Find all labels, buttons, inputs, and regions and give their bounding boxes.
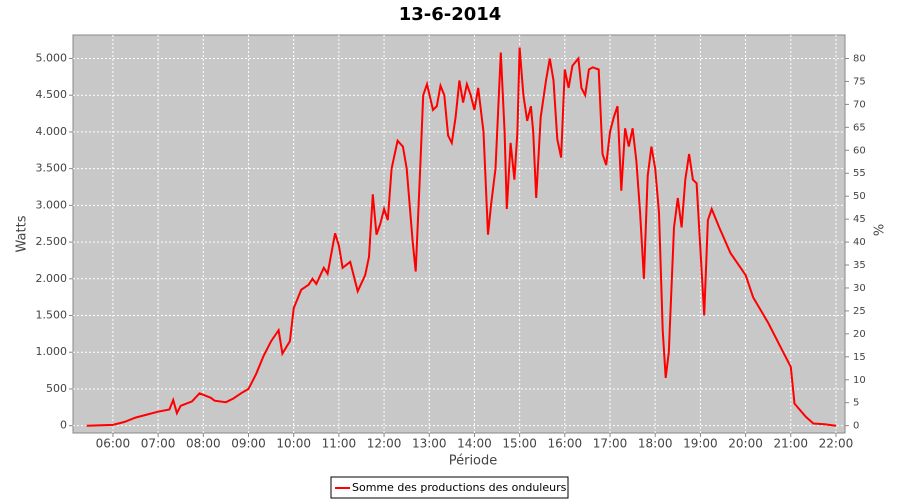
- y-tick-label: 500: [46, 382, 67, 395]
- y-axis-label: Watts: [15, 215, 30, 252]
- x-tick-label: 19:00: [683, 437, 718, 451]
- x-tick-label: 10:00: [276, 437, 311, 451]
- legend-label: Somme des productions des onduleurs: [352, 481, 567, 494]
- y-tick-label: 3.000: [36, 198, 68, 211]
- y-tick-label: 1.000: [36, 345, 68, 358]
- y2-tick-label: 70: [853, 99, 866, 110]
- x-tick-label: 20:00: [728, 437, 763, 451]
- y2-tick-label: 40: [853, 237, 866, 248]
- x-tick-label: 16:00: [548, 437, 583, 451]
- y2-tick-label: 0: [853, 421, 859, 432]
- y-tick-label: 4.000: [36, 125, 68, 138]
- x-tick-label: 08:00: [186, 437, 221, 451]
- y-tick-label: 5.000: [36, 51, 68, 64]
- series-line: [86, 47, 837, 427]
- x-axis-label: Période: [449, 454, 498, 469]
- x-tick-label: 09:00: [231, 437, 266, 451]
- y2-axis-label: %: [873, 224, 888, 236]
- y2-tick-label: 45: [853, 214, 866, 225]
- y2-tick-label: 20: [853, 329, 866, 340]
- y2-tick-label: 80: [853, 53, 866, 64]
- y-tick-label: 0: [60, 419, 67, 432]
- x-tick-label: 06:00: [96, 437, 131, 451]
- y-tick-label: 4.500: [36, 88, 68, 101]
- y2-tick-label: 5: [853, 398, 859, 409]
- x-tick-label: 11:00: [322, 437, 357, 451]
- y2-tick-label: 30: [853, 283, 866, 294]
- y2-tick-label: 65: [853, 122, 866, 133]
- y-tick-label: 2.000: [36, 272, 68, 285]
- legend-box: [330, 476, 569, 499]
- x-tick-label: 07:00: [141, 437, 176, 451]
- x-tick-label: 14:00: [457, 437, 492, 451]
- y2-tick-label: 55: [853, 168, 866, 179]
- y2-tick-label: 50: [853, 191, 866, 202]
- y2-tick-label: 35: [853, 260, 866, 271]
- x-tick-label: 21:00: [773, 437, 808, 451]
- y-tick-label: 3.500: [36, 162, 68, 175]
- x-tick-label: 12:00: [367, 437, 402, 451]
- x-tick-label: 18:00: [638, 437, 673, 451]
- x-tick-label: 13:00: [412, 437, 447, 451]
- y-tick-label: 1.500: [36, 309, 68, 322]
- y-tick-label: 2.500: [36, 235, 68, 248]
- legend: Somme des productions des onduleurs: [330, 476, 569, 499]
- plot-area: [72, 34, 846, 434]
- x-tick-label: 22:00: [819, 437, 854, 451]
- y2-tick-label: 15: [853, 352, 866, 363]
- y2-tick-label: 75: [853, 76, 866, 87]
- y2-tick-label: 60: [853, 145, 866, 156]
- x-tick-label: 15:00: [502, 437, 537, 451]
- chart-title: 13-6-2014: [399, 4, 502, 25]
- y2-tick-label: 25: [853, 306, 866, 317]
- y2-tick-label: 10: [853, 375, 866, 386]
- x-tick-label: 17:00: [593, 437, 628, 451]
